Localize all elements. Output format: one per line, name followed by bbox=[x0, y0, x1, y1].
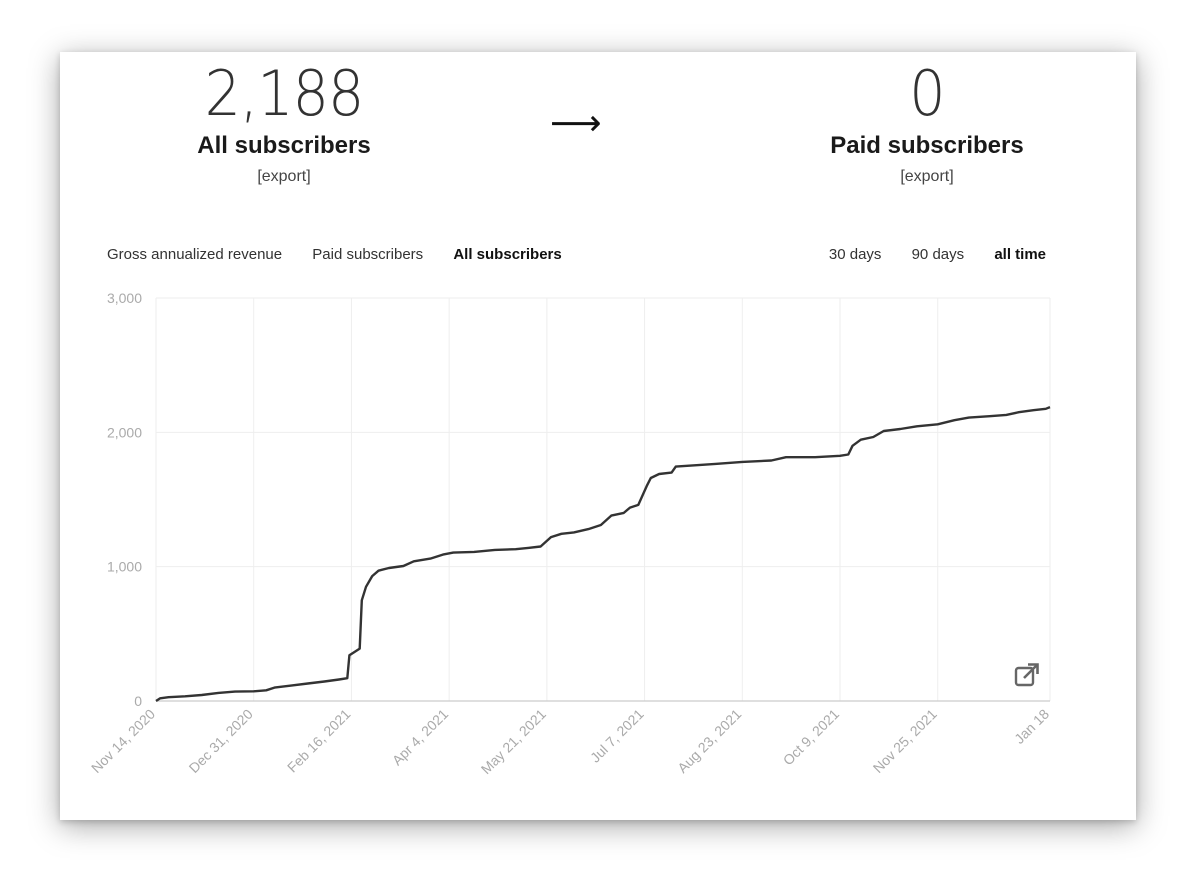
metric-tabs: Gross annualized revenue Paid subscriber… bbox=[107, 246, 588, 263]
x-tick-label: Jan 18 bbox=[1011, 706, 1052, 747]
subscribers-series-line bbox=[155, 405, 1051, 703]
x-tick-label: Oct 9, 2021 bbox=[780, 706, 843, 769]
x-tick-label: Aug 23, 2021 bbox=[674, 706, 744, 776]
all-subscribers-count: 2,188 bbox=[204, 57, 365, 130]
arrow-right-icon: ⟶ bbox=[550, 103, 602, 144]
tab-30-days[interactable]: 30 days bbox=[828, 246, 882, 263]
x-tick-label: Apr 4, 2021 bbox=[389, 706, 452, 769]
y-tick-label: 1,000 bbox=[107, 559, 142, 575]
tab-all-time[interactable]: all time bbox=[994, 246, 1046, 263]
x-tick-label: Feb 16, 2021 bbox=[284, 706, 354, 776]
x-tick-label: Nov 25, 2021 bbox=[870, 706, 940, 776]
tab-paid-subscribers[interactable]: Paid subscribers bbox=[312, 246, 424, 263]
all-subscribers-stat: 2,188 All subscribers [export] bbox=[134, 62, 434, 186]
y-tick-label: 0 bbox=[134, 693, 142, 709]
subscriber-stats-card: 2,188 All subscribers [export] ⟶ 0 Paid … bbox=[60, 52, 1136, 820]
all-subscribers-export-link[interactable]: [export] bbox=[257, 168, 311, 185]
all-subscribers-label: All subscribers bbox=[197, 132, 371, 159]
x-tick-label: Nov 14, 2020 bbox=[88, 706, 158, 776]
paid-subscribers-stat: 0 Paid subscribers [export] bbox=[777, 62, 1077, 186]
paid-subscribers-export-link[interactable]: [export] bbox=[900, 168, 954, 185]
x-tick-label: Jul 7, 2021 bbox=[587, 706, 647, 766]
y-tick-label: 3,000 bbox=[107, 290, 142, 306]
x-tick-label: Dec 31, 2020 bbox=[186, 706, 256, 776]
tab-all-subscribers[interactable]: All subscribers bbox=[453, 246, 562, 263]
tab-90-days[interactable]: 90 days bbox=[911, 246, 965, 263]
tab-gross-annualized-revenue[interactable]: Gross annualized revenue bbox=[107, 246, 283, 263]
y-tick-label: 2,000 bbox=[107, 424, 142, 440]
paid-subscribers-label: Paid subscribers bbox=[830, 132, 1024, 159]
range-tabs: 30 days 90 days all time bbox=[803, 246, 1046, 263]
subscribers-line-chart: 0 1,000 2,000 3,000 Nov 14, 2020 Dec 31, 2020… bbox=[88, 290, 1052, 777]
x-tick-label: May 21, 2021 bbox=[478, 706, 549, 777]
paid-subscribers-count: 0 bbox=[909, 57, 945, 130]
external-link-icon[interactable] bbox=[1013, 661, 1041, 689]
